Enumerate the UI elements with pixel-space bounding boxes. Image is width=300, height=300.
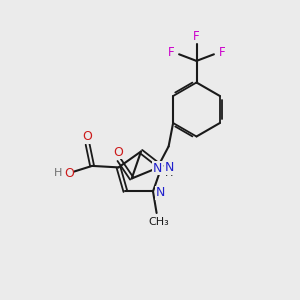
Text: F: F (168, 46, 175, 59)
Text: F: F (218, 46, 225, 59)
Text: N: N (152, 161, 162, 175)
Text: CH₃: CH₃ (148, 217, 170, 227)
Text: F: F (193, 30, 200, 44)
Text: O: O (114, 146, 124, 159)
Text: O: O (64, 167, 74, 180)
Text: N: N (156, 186, 166, 200)
Text: H: H (164, 168, 173, 178)
Text: H: H (54, 168, 62, 178)
Text: N: N (164, 161, 174, 174)
Text: O: O (82, 130, 92, 143)
